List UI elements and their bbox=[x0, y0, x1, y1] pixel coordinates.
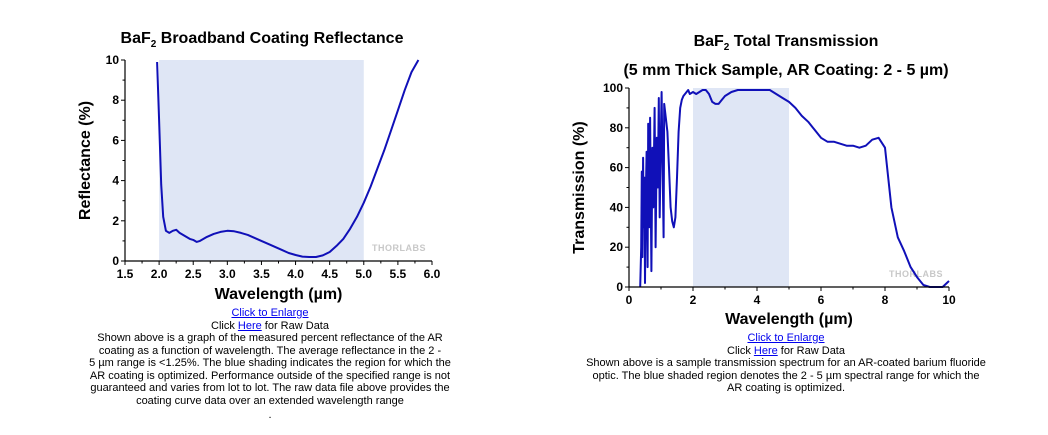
y-tick-label: 4 bbox=[112, 174, 119, 188]
caption-line: AR coating is optimized. bbox=[727, 382, 845, 394]
x-tick-label: 3.5 bbox=[253, 267, 270, 281]
y-tick-label: 2 bbox=[112, 214, 119, 228]
x-tick-label: 1.5 bbox=[117, 267, 134, 281]
raw-data-suffix: for Raw Data bbox=[777, 344, 845, 357]
data-series-line bbox=[156, 59, 420, 258]
y-tick-label: 20 bbox=[610, 240, 624, 254]
y-tick-label: 40 bbox=[610, 200, 624, 214]
enlarge-link[interactable]: Click to Enlarge bbox=[747, 332, 825, 344]
title-text-rest: Broadband Coating Reflectance bbox=[156, 30, 404, 47]
title-subscript: 2 bbox=[150, 39, 157, 51]
y-tick-label: 0 bbox=[112, 254, 119, 268]
y-tick-label: 0 bbox=[616, 280, 623, 294]
raw-data-link[interactable]: Here bbox=[753, 344, 778, 357]
x-tick-label: 2.5 bbox=[185, 267, 202, 281]
y-tick-label: 100 bbox=[603, 81, 623, 95]
thorlabs-watermark: THORLABS bbox=[372, 243, 426, 253]
x-tick-label: 0 bbox=[626, 293, 633, 307]
caption-line: guaranteed and varies from lot to lot. T… bbox=[90, 382, 450, 394]
reflectance-chart[interactable]: THORLABS 1.5 2.0 2.5 3.0 3.5 4.0 4.5 5.0 5.5 6.0 0 2… bbox=[0, 0, 524, 310]
x-axis-label: Wavelength (µm) bbox=[725, 311, 853, 328]
caption-line: coating as a function of wavelength. The… bbox=[98, 344, 442, 357]
x-tick-label: 6.0 bbox=[424, 267, 441, 281]
x-tick-label: 4 bbox=[754, 293, 761, 307]
caption-line: AR coating is optimized. Performance out… bbox=[89, 369, 451, 382]
caption-line: Shown above is a graph of the measured p… bbox=[97, 332, 443, 344]
reflectance-panel: BaF2 Broadband Coating Reflectance THORL… bbox=[0, 0, 524, 422]
x-tick-label: 6 bbox=[818, 293, 825, 307]
transmission-chart-subtitle: (5 mm Thick Sample, AR Coating: 2 - 5 µm… bbox=[623, 62, 949, 79]
x-tick-label: 4.0 bbox=[287, 267, 304, 281]
y-tick-label: 6 bbox=[112, 133, 119, 147]
raw-data-link[interactable]: Here bbox=[237, 319, 262, 332]
x-tick-label: 4.5 bbox=[321, 267, 338, 281]
x-tick-label: 3.0 bbox=[219, 267, 236, 281]
title-text-rest: Total Transmission bbox=[729, 33, 879, 50]
enlarge-link[interactable]: Click to Enlarge bbox=[231, 307, 309, 319]
transmission-panel: BaF2 Total Transmission (5 mm Thick Samp… bbox=[524, 0, 1048, 435]
y-tick-label: 80 bbox=[610, 121, 624, 135]
x-tick-label: 2.0 bbox=[151, 267, 168, 281]
caption-line: Shown above is a sample transmission spe… bbox=[586, 357, 986, 369]
raw-data-suffix: for Raw Data bbox=[261, 319, 329, 332]
title-text: BaF bbox=[120, 30, 151, 47]
title-subscript: 2 bbox=[723, 42, 730, 54]
x-tick-label: 8 bbox=[882, 293, 889, 307]
transmission-chart-title: BaF2 Total Transmission bbox=[524, 33, 1048, 53]
title-text: BaF bbox=[693, 33, 724, 50]
caption-line: coating curve data over an extended wave… bbox=[136, 394, 404, 407]
optimized-range-shading bbox=[693, 88, 789, 287]
x-tick-label: 2 bbox=[690, 293, 697, 307]
y-tick-label: 60 bbox=[610, 161, 624, 175]
trailing-mark: . bbox=[268, 409, 272, 421]
reflectance-caption: Click to Enlarge Click Here for Raw Data… bbox=[60, 307, 480, 422]
x-tick-label: 10 bbox=[942, 293, 956, 307]
reflectance-chart-title: BaF2 Broadband Coating Reflectance bbox=[0, 30, 524, 50]
transmission-caption: Click to Enlarge Click Here for Raw Data… bbox=[546, 332, 1026, 395]
caption-line: 5 µm range is <1.25%. The blue shading i… bbox=[89, 357, 451, 369]
y-tick-label: 10 bbox=[106, 53, 120, 67]
raw-data-prefix: Click bbox=[727, 344, 754, 357]
x-tick-label: 5.5 bbox=[390, 267, 407, 281]
y-tick-label: 8 bbox=[112, 93, 119, 107]
raw-data-prefix: Click bbox=[211, 319, 238, 332]
caption-line: optic. The blue shaded region denotes th… bbox=[592, 369, 980, 382]
x-axis-label: Wavelength (µm) bbox=[215, 286, 343, 303]
x-tick-label: 5.0 bbox=[355, 267, 372, 281]
data-series-line bbox=[639, 89, 950, 288]
optimized-range-shading bbox=[159, 60, 364, 261]
y-axis-label: Reflectance (%) bbox=[77, 101, 94, 220]
y-axis-label: Transmission (%) bbox=[571, 121, 588, 253]
